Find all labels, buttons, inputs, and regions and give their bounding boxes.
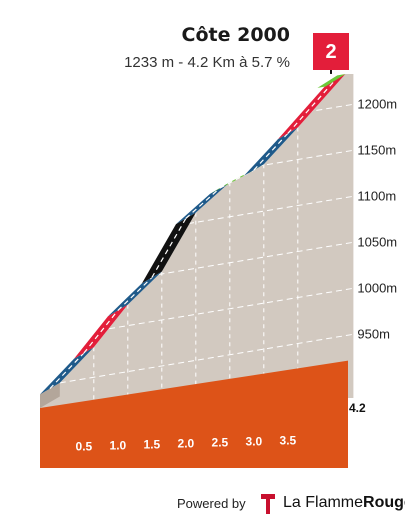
distance-label-1.0: 1.0: [110, 439, 127, 453]
band-centerline-4: [151, 218, 187, 278]
elevation-label-1050m: 1050m: [357, 234, 397, 249]
climb-summary: 1233 m - 4.2 Km à 5.7 %: [124, 54, 290, 71]
profile-side-wall: [40, 382, 60, 408]
summit-flag-label: 2: [325, 41, 336, 63]
gradient-band-5.8: [244, 127, 298, 176]
brand-name-part1: La Flamme: [283, 494, 364, 511]
distance-label-3.0: 3.0: [246, 435, 263, 449]
summit-cap: [317, 73, 346, 88]
brand-name-part2: Rouge: [363, 494, 405, 511]
distance-base-strip: [40, 360, 348, 468]
gradient-band-10.0: [142, 212, 196, 284]
footer: Powered by La FlammeRouge: [0, 493, 405, 517]
distance-label-2.5: 2.5: [212, 436, 229, 450]
band-centerline-5: [185, 187, 221, 219]
elevation-label-1000m: 1000m: [357, 280, 397, 295]
gradient-band-5.6: [40, 347, 94, 395]
elevation-label-950m: 950m: [357, 326, 390, 341]
distance-total-label: 4.2: [349, 401, 366, 415]
elevation-label-1100m: 1100m: [357, 188, 396, 203]
distance-label-0.5: 0.5: [76, 440, 93, 454]
summit-flag: [313, 33, 349, 70]
powered-by-label: Powered by: [177, 496, 246, 511]
brand-name: La FlammeRouge: [283, 494, 405, 512]
climb-title: Côte 2000: [181, 24, 290, 46]
flame-logo-icon: [261, 494, 275, 514]
elevation-label-1150m: 1150m: [357, 142, 396, 157]
distance-label-3.5: 3.5: [280, 434, 297, 448]
elevation-label-1200m: 1200m: [357, 96, 397, 111]
gradient-band-5.1: [108, 271, 162, 317]
profile-ground: [40, 73, 354, 409]
distance-label-1.5: 1.5: [144, 438, 161, 452]
band-centerline-8: [287, 79, 336, 134]
band-centerline-6: [219, 169, 255, 189]
gradient-band-6.1: [278, 73, 346, 140]
distance-label-2.0: 2.0: [178, 437, 195, 451]
band-centerline-3: [117, 277, 153, 311]
band-centerline-2: [83, 310, 119, 354]
